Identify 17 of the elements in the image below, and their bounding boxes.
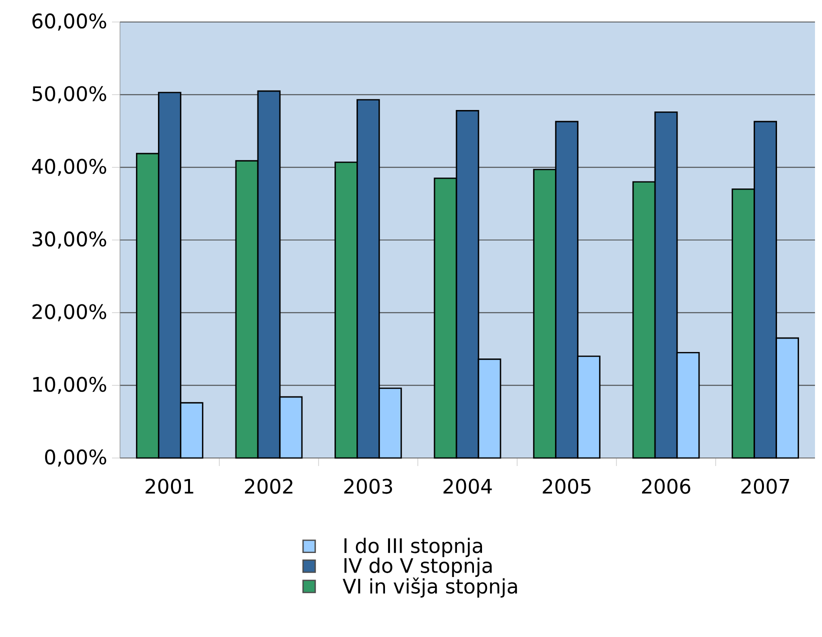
- x-tick-label: 2003: [344, 478, 392, 494]
- x-tick-label: 2004: [444, 478, 492, 494]
- x-tick-label: 2007: [741, 478, 790, 494]
- legend-label: IV do V stopnja: [344, 558, 492, 577]
- y-tick-label: 30,00%: [32, 231, 106, 249]
- legend-label: VI in višja stopnja: [342, 577, 517, 598]
- x-tick-label: 2001: [146, 478, 194, 494]
- y-tick-label: 10,00%: [33, 376, 106, 394]
- y-tick-label: 20,00%: [32, 304, 106, 322]
- x-tick-label: 2006: [642, 478, 690, 494]
- y-tick-label: 0,00%: [45, 449, 106, 467]
- x-tick-label: 2005: [542, 478, 590, 494]
- legend-label: I do III stopnja: [344, 538, 482, 558]
- x-tick-label: 2002: [244, 478, 292, 494]
- y-tick-label: 50,00%: [32, 86, 106, 104]
- y-tick-label: 40,00%: [32, 158, 106, 176]
- y-tick-label: 60,00%: [32, 13, 106, 31]
